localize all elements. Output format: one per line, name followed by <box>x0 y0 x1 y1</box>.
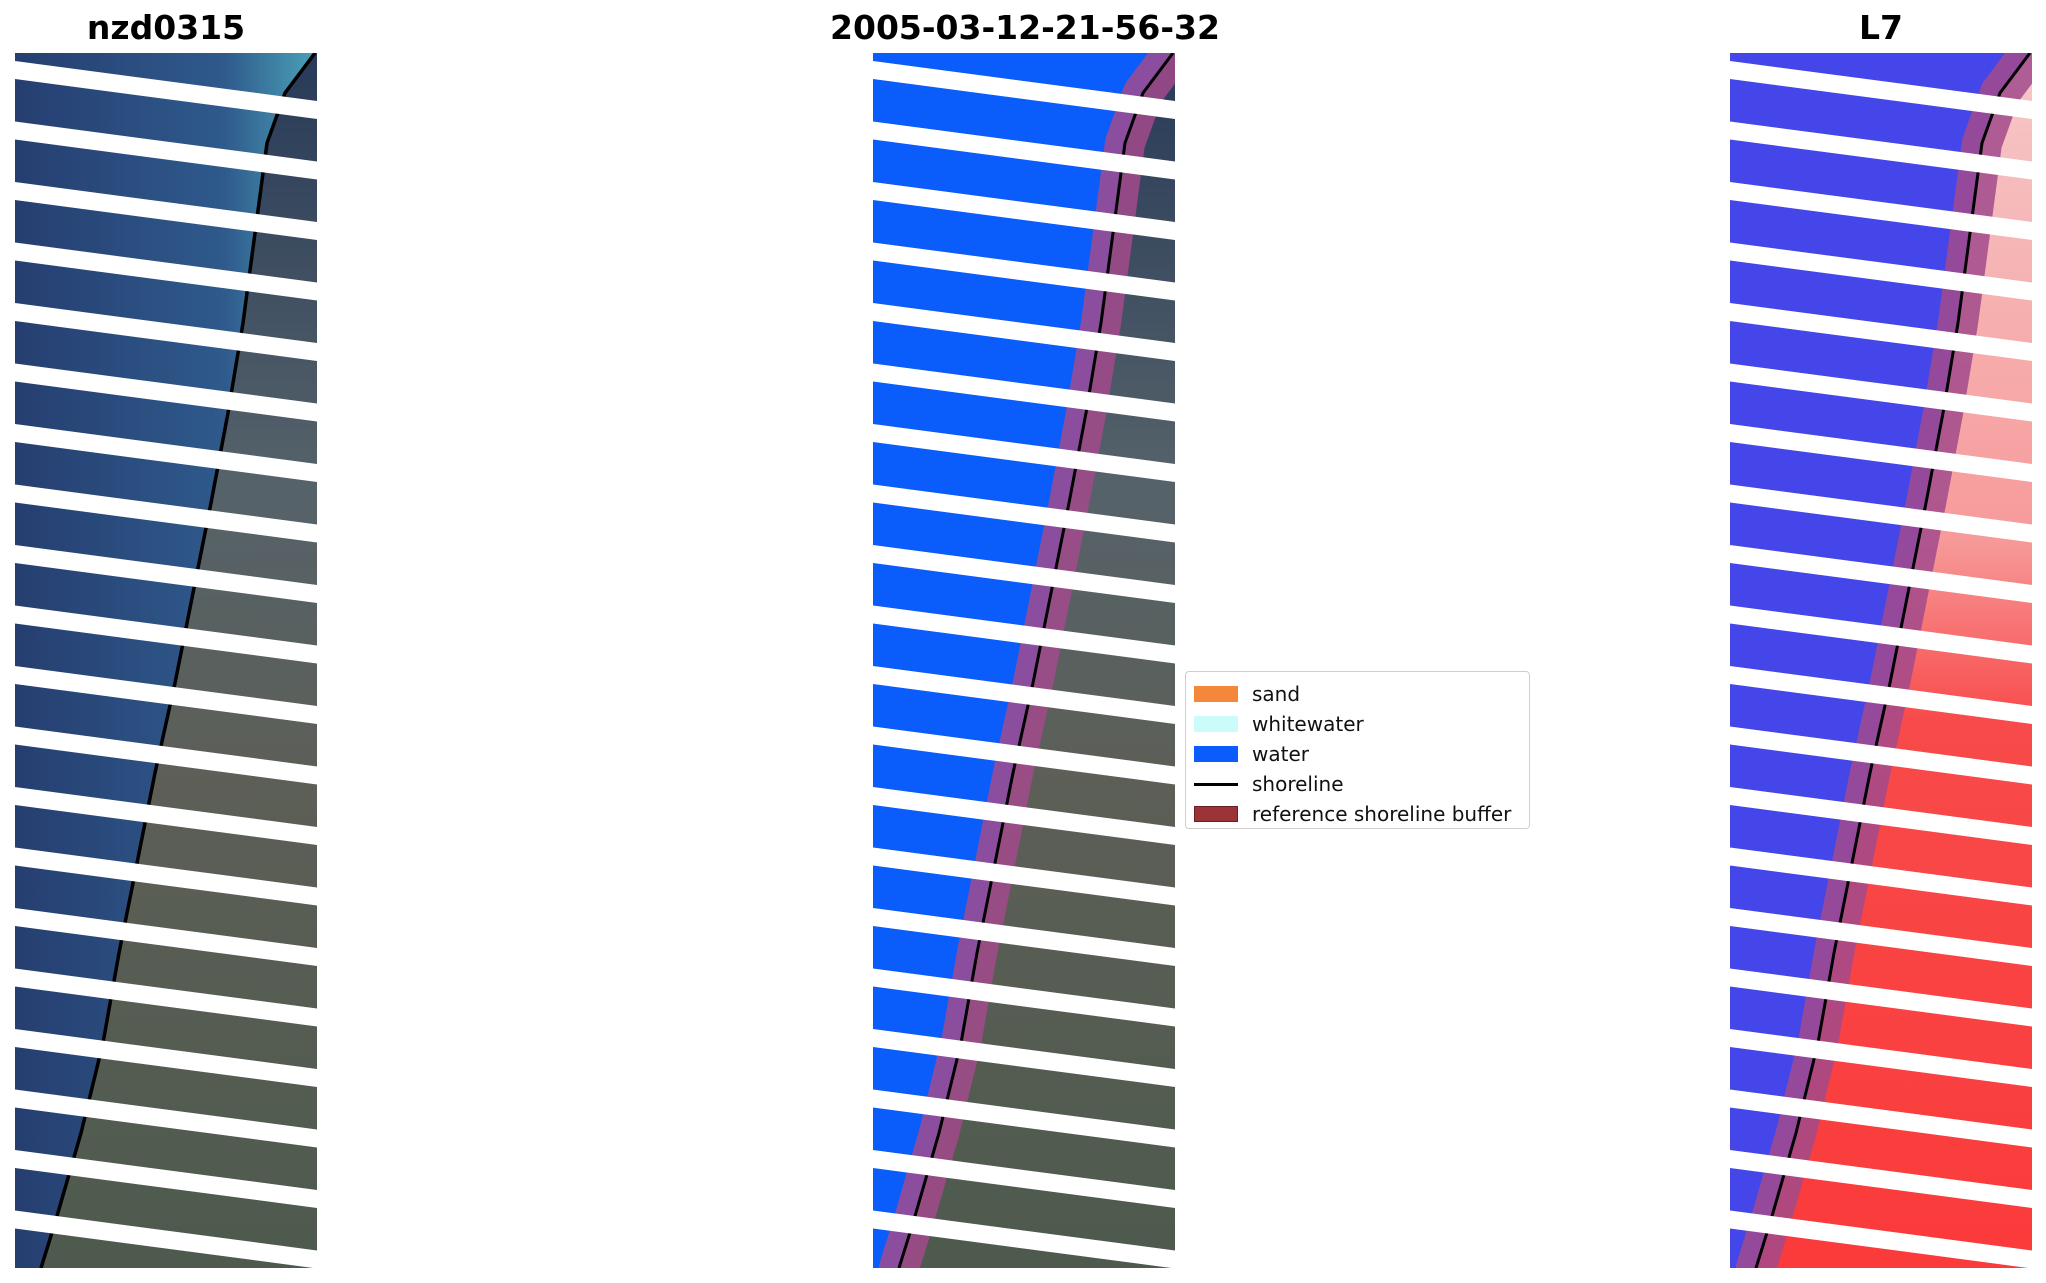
scanline-gap <box>1730 545 2032 603</box>
scanline-gap <box>1730 61 2032 119</box>
scanline-gap <box>15 61 317 119</box>
scanline-gap <box>873 847 1175 906</box>
scanline-gap <box>1730 847 2032 906</box>
scanline-gap <box>873 545 1175 603</box>
title-classified-panel: 2005-03-12-21-56-32 <box>830 8 1220 47</box>
title-rgb-panel: nzd0315 <box>86 8 246 47</box>
scanline-gap <box>873 242 1175 301</box>
scanline-gap <box>1730 1089 2032 1148</box>
scanline-gap <box>873 182 1175 240</box>
scanline-gap <box>1730 1029 2032 1087</box>
legend-label: whitewater <box>1252 712 1364 736</box>
scanline-gap <box>873 363 1175 422</box>
scanline-gap <box>873 303 1175 361</box>
scanline-gap <box>1730 666 2032 724</box>
scanline-gap <box>873 968 1175 1027</box>
scanline-gap <box>15 424 317 482</box>
scanline-gap <box>15 484 317 543</box>
legend-item-water: water <box>1194 739 1521 769</box>
scanline-gap <box>15 1210 317 1268</box>
legend: sand whitewater water shoreline referenc… <box>1185 671 1530 829</box>
ocean-area <box>15 53 315 1268</box>
scanline-gap <box>15 726 317 785</box>
scanline-gap <box>1730 242 2032 301</box>
shoreline-line-swatch <box>1194 782 1238 786</box>
scanline-gap <box>15 363 317 422</box>
scanline-gap <box>15 1089 317 1148</box>
water-swatch <box>1194 746 1238 762</box>
scanline-gap <box>1730 1210 2032 1268</box>
legend-label: reference shoreline buffer <box>1252 802 1512 826</box>
legend-label: shoreline <box>1252 772 1344 796</box>
legend-item-sand: sand <box>1194 679 1521 709</box>
scanline-gap <box>15 182 317 240</box>
legend-item-whitewater: whitewater <box>1194 709 1521 739</box>
legend-item-buffer: reference shoreline buffer <box>1194 799 1521 829</box>
scanline-gap <box>873 908 1175 966</box>
scanline-gaps <box>15 61 317 1268</box>
title-index-panel: L7 <box>1859 8 1903 47</box>
scanline-gap <box>873 666 1175 724</box>
scanline-gap <box>15 545 317 603</box>
scanline-gap <box>1730 121 2032 180</box>
rgb-image-panel <box>15 53 317 1268</box>
scanline-gap <box>1730 363 2032 422</box>
scanline-gap <box>1730 787 2032 845</box>
scanline-gap <box>873 787 1175 845</box>
scanline-gap <box>15 968 317 1027</box>
scanline-gap <box>1730 605 2032 664</box>
scanline-gap <box>873 61 1175 119</box>
whitewater-swatch <box>1194 716 1238 732</box>
scanline-gap <box>873 121 1175 180</box>
scanline-gap <box>873 1089 1175 1148</box>
legend-label: water <box>1252 742 1309 766</box>
scanline-gap <box>15 605 317 664</box>
scanline-gap <box>873 1150 1175 1208</box>
buffer-swatch <box>1194 806 1238 822</box>
scanline-gap <box>15 666 317 724</box>
scanline-gap <box>15 787 317 845</box>
scanline-gap <box>873 484 1175 543</box>
scanline-gap <box>873 726 1175 785</box>
legend-item-shoreline: shoreline <box>1194 769 1521 799</box>
scanline-gap <box>15 121 317 180</box>
scanline-gap <box>1730 908 2032 966</box>
scanline-gap <box>873 424 1175 482</box>
scanline-gap <box>873 1029 1175 1087</box>
scanline-gap <box>1730 484 2032 543</box>
scanline-gap <box>15 847 317 906</box>
scanline-gap <box>15 303 317 361</box>
legend-label: sand <box>1252 682 1301 706</box>
scanline-gap <box>1730 182 2032 240</box>
scanline-gap <box>1730 968 2032 1027</box>
scanline-gap <box>15 908 317 966</box>
scanline-gap <box>15 1029 317 1087</box>
scanline-gap <box>873 605 1175 664</box>
scanline-gap <box>1730 424 2032 482</box>
scanline-gaps <box>873 61 1175 1268</box>
scanline-gaps <box>1730 61 2032 1268</box>
scanline-gap <box>1730 726 2032 785</box>
scanline-gap <box>15 1150 317 1208</box>
scanline-gap <box>1730 303 2032 361</box>
scanline-gap <box>15 242 317 301</box>
sand-swatch <box>1194 686 1238 702</box>
scanline-gap <box>1730 1150 2032 1208</box>
classified-image-panel <box>873 53 1175 1268</box>
water-index-panel <box>1730 53 2032 1268</box>
scanline-gap <box>873 1210 1175 1268</box>
